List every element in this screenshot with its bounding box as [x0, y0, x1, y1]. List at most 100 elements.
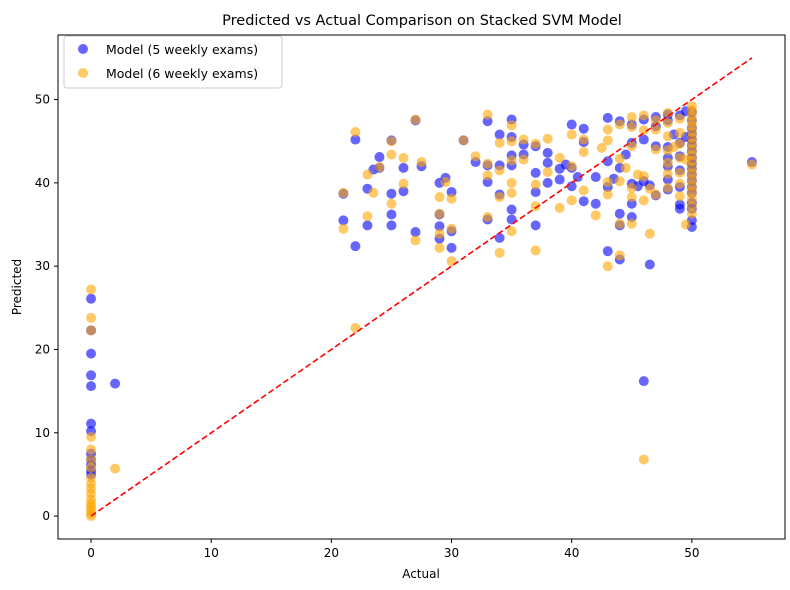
point-series-1-84	[614, 218, 625, 229]
point-series-1-97	[638, 195, 649, 206]
point-series-1-32	[410, 235, 421, 246]
x-tick-label: 30	[444, 546, 459, 560]
point-series-0-53	[506, 204, 517, 215]
point-series-1-27	[386, 149, 397, 160]
point-series-1-88	[626, 122, 637, 133]
y-axis-label: Predicted	[10, 259, 24, 315]
point-series-1-118	[674, 178, 685, 189]
point-series-1-51	[494, 247, 505, 258]
point-series-1-6	[86, 462, 97, 473]
y-tick-label: 30	[35, 259, 50, 273]
point-series-1-52	[506, 120, 517, 131]
point-series-0-14	[338, 215, 349, 226]
point-series-1-17	[110, 463, 121, 474]
point-series-1-50	[494, 192, 505, 203]
legend-marker-6-weekly	[78, 68, 88, 78]
x-tick-label: 50	[684, 546, 699, 560]
point-series-0-74	[590, 172, 601, 183]
point-series-1-104	[650, 189, 661, 200]
point-series-1-111	[662, 182, 673, 193]
point-series-1-64	[542, 133, 553, 144]
point-series-1-45	[482, 158, 493, 169]
point-series-0-27	[398, 186, 409, 197]
point-series-0-67	[566, 119, 577, 130]
point-series-1-3	[86, 431, 97, 442]
point-series-0-98	[644, 259, 655, 270]
point-series-0-0	[86, 293, 97, 304]
point-series-1-110	[662, 168, 673, 179]
point-series-1-24	[368, 187, 379, 198]
point-series-1-28	[386, 198, 397, 209]
point-series-1-106	[662, 117, 673, 128]
point-series-1-117	[674, 167, 685, 178]
point-series-1-59	[518, 154, 529, 165]
point-series-1-75	[596, 142, 607, 153]
point-series-1-47	[482, 212, 493, 223]
y-tick-label: 10	[35, 426, 50, 440]
point-series-1-1	[86, 312, 97, 323]
point-series-1-29	[398, 152, 409, 163]
point-series-1-121	[680, 219, 691, 230]
point-series-1-73	[578, 185, 589, 196]
point-series-1-25	[374, 162, 385, 173]
point-series-1-81	[614, 119, 625, 130]
point-series-1-62	[530, 201, 541, 212]
point-series-1-92	[626, 218, 637, 229]
point-series-0-38	[446, 242, 457, 253]
point-series-1-113	[674, 113, 685, 124]
point-series-1-102	[650, 124, 661, 135]
point-series-1-94	[638, 110, 649, 121]
point-series-1-58	[518, 134, 529, 145]
point-series-1-57	[506, 226, 517, 237]
point-series-0-12	[110, 378, 121, 389]
point-series-0-60	[530, 220, 541, 231]
point-series-1-140	[686, 208, 697, 219]
point-series-0-69	[566, 181, 577, 192]
point-series-1-96	[638, 171, 649, 182]
point-series-0-96	[638, 376, 649, 387]
point-series-1-82	[614, 153, 625, 164]
point-series-1-115	[674, 138, 685, 149]
point-series-1-40	[446, 223, 457, 234]
point-series-0-117	[674, 203, 685, 214]
point-series-1-89	[626, 141, 637, 152]
point-series-1-74	[590, 210, 601, 221]
point-series-1-60	[530, 138, 541, 149]
point-series-0-2	[86, 348, 97, 359]
point-series-1-35	[434, 208, 445, 219]
y-tick-label: 20	[35, 342, 50, 356]
point-series-1-2	[86, 325, 97, 336]
point-series-1-30	[398, 178, 409, 189]
point-series-1-49	[494, 165, 505, 176]
point-series-1-71	[578, 134, 589, 145]
point-series-1-90	[626, 182, 637, 193]
point-series-1-42	[458, 135, 469, 146]
point-series-1-63	[530, 245, 541, 256]
point-series-1-83	[614, 176, 625, 187]
point-series-1-56	[506, 187, 517, 198]
y-tick-label: 40	[35, 176, 50, 190]
point-series-1-80	[602, 261, 613, 272]
point-series-1-70	[566, 195, 577, 206]
point-series-0-4	[86, 381, 97, 392]
point-series-1-61	[530, 179, 541, 190]
point-series-0-75	[590, 198, 601, 209]
point-series-0-65	[554, 174, 565, 185]
point-series-0-26	[398, 162, 409, 173]
point-series-1-100	[644, 228, 655, 239]
point-series-1-95	[638, 125, 649, 136]
reference-line	[90, 57, 753, 517]
x-tick-label: 20	[324, 546, 339, 560]
point-series-1-36	[434, 228, 445, 239]
point-series-0-63	[542, 177, 553, 188]
x-tick-label: 0	[87, 546, 95, 560]
point-series-1-78	[602, 177, 613, 188]
point-series-1-139	[686, 201, 697, 212]
point-series-1-54	[506, 155, 517, 166]
point-series-1-65	[542, 167, 553, 178]
point-series-0-20	[374, 152, 385, 163]
point-series-1-43	[470, 151, 481, 162]
point-series-0-33	[434, 221, 445, 232]
point-series-1-53	[506, 136, 517, 147]
